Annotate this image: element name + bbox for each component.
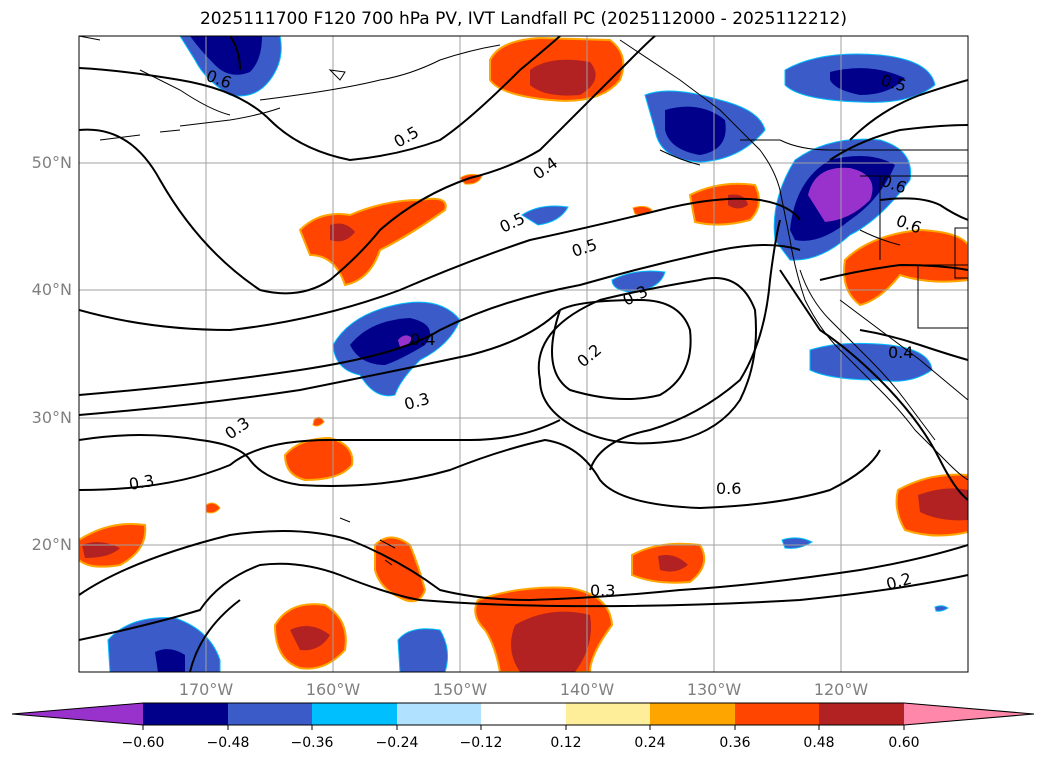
colorbar-tick-label: 0.36 [719, 735, 751, 751]
colorbar-segment [650, 703, 735, 725]
colorbar-tick-label: −0.12 [459, 735, 503, 751]
colorbar-extend-high [904, 703, 1034, 725]
political-boundaries [740, 139, 968, 401]
contour-label: 0.4 [410, 330, 435, 349]
colorbar-tick-label: 0.12 [550, 735, 582, 751]
lat-tick-label: 50°N [31, 153, 72, 172]
lat-tick-label: 30°N [31, 408, 72, 427]
colorbar-tick-label: 0.48 [803, 735, 835, 751]
map-frame [78, 35, 969, 673]
colorbar-tick-label: 0.60 [888, 735, 920, 751]
colorbar-segment [819, 703, 904, 725]
map-gridlines [79, 36, 968, 672]
lon-tick-label: 120°W [813, 680, 869, 699]
lon-tick-label: 130°W [686, 680, 742, 699]
contour-label: 0.6 [716, 479, 741, 498]
ivt-contours [79, 36, 968, 672]
contour-label: 0.3 [127, 471, 155, 494]
colorbar-segment [228, 703, 312, 725]
colorbar-segment [735, 703, 819, 725]
lon-tick-label: 150°W [432, 680, 488, 699]
colorbar-tick-label: −0.36 [290, 735, 334, 751]
colorbar-segment [143, 703, 228, 725]
lon-tick-label: 160°W [305, 680, 361, 699]
colorbar-tick-label: 0.24 [634, 735, 666, 751]
colorbar-tick-label: −0.60 [121, 735, 165, 751]
contour-label: 0.3 [590, 581, 615, 600]
colorbar-segment [566, 703, 650, 725]
colorbar-tick-label: −0.48 [206, 735, 250, 751]
colorbar-extend-low [12, 703, 143, 725]
colorbar-segment [397, 703, 481, 725]
colorbar-segment [481, 703, 566, 725]
pv-anomaly-fill [79, 36, 968, 672]
lat-tick-label: 20°N [31, 535, 72, 554]
colorbar-tick-label: −0.24 [375, 735, 419, 751]
lon-tick-label: 170°W [178, 680, 234, 699]
colorbar-segment [312, 703, 397, 725]
map-title: 2025111700 F120 700 hPa PV, IVT Landfall… [199, 9, 847, 29]
contour-label: 0.4 [888, 343, 913, 362]
colorbar [11, 702, 1035, 730]
map-plot-area: 0.6 0.5 0.4 0.5 0.5 0.3 0.2 0.3 0.3 0.3 … [79, 36, 968, 672]
lat-tick-label: 40°N [31, 280, 72, 299]
lon-tick-label: 140°W [559, 680, 615, 699]
